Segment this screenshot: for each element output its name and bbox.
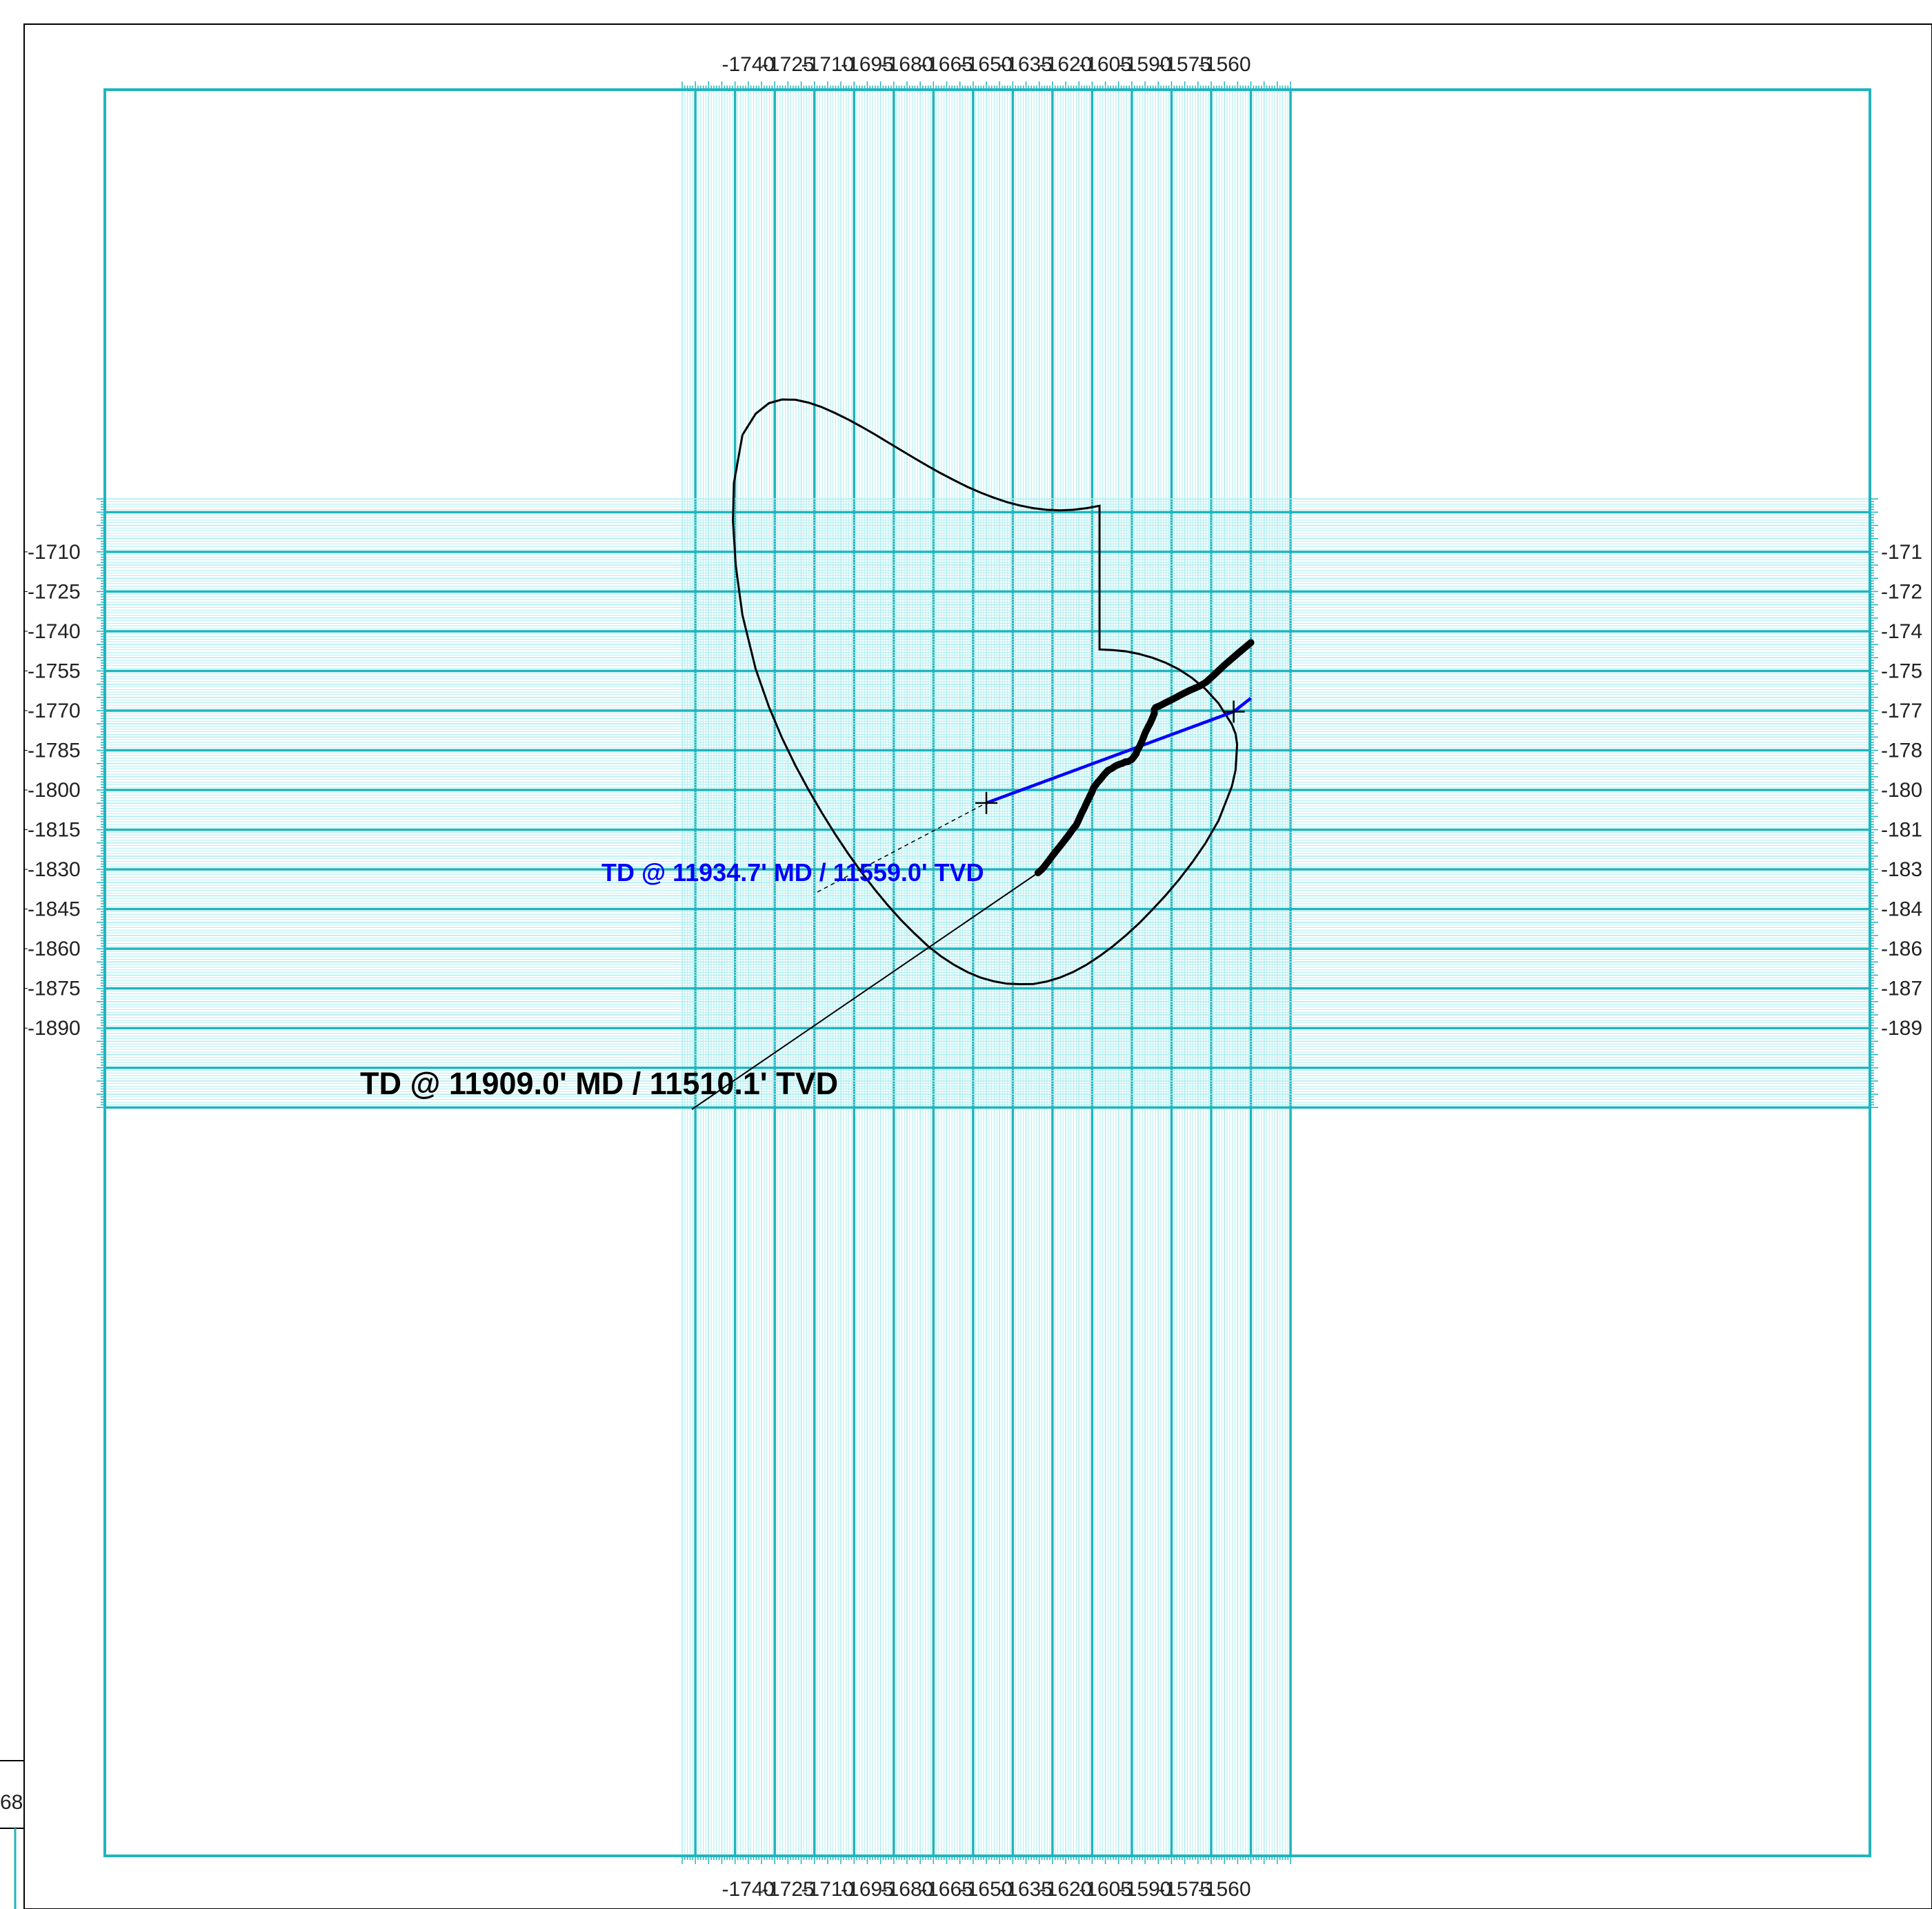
y-tick-label-right: -189 <box>1881 1017 1922 1040</box>
planned-td-annotation: TD @ 11934.7' MD / 11559.0' TVD <box>601 858 984 887</box>
curves <box>732 398 1255 986</box>
x-tick-label-top: -1560 <box>1198 53 1251 76</box>
x-tick-label-top: -1725 <box>761 53 815 76</box>
y-tick-label-left: -1755 <box>28 660 81 682</box>
y-tick-label-right: -187 <box>1881 978 1922 1000</box>
x-tick-label-bottom: -1620 <box>1039 1878 1093 1901</box>
x-tick-label-bottom: -1560 <box>1198 1878 1251 1901</box>
y-tick-label-right: -172 <box>1881 580 1922 603</box>
x-tick-label-top: -1620 <box>1039 53 1093 76</box>
x-tick-label-bottom: -1710 <box>801 1878 855 1901</box>
y-tick-label-right: -180 <box>1881 779 1922 802</box>
y-tick-label-right: -186 <box>1881 938 1922 960</box>
x-tick-label-bottom: -1605 <box>1079 1878 1132 1901</box>
x-tick-label-top: -1635 <box>999 53 1053 76</box>
intercept-cross-marker <box>1222 700 1245 723</box>
y-tick-label-right: -177 <box>1881 700 1922 722</box>
y-tick-label-left: -1770 <box>28 700 81 722</box>
x-tick-label-bottom: -1725 <box>761 1878 815 1901</box>
grid <box>105 90 1870 1856</box>
x-tick-label-bottom: -1740 <box>721 1878 775 1901</box>
y-tick-label-left: -1800 <box>28 779 81 802</box>
x-tick-label-top: -1590 <box>1119 53 1172 76</box>
x-tick-label-top: -1665 <box>920 53 973 76</box>
y-tick-label-right: -181 <box>1881 819 1922 842</box>
y-tick-label-left: -1740 <box>28 620 81 643</box>
x-tick-label-bottom: -1665 <box>920 1878 973 1901</box>
y-tick-label-right: -171 <box>1881 541 1922 564</box>
uncertainty-ellipse <box>732 398 1239 986</box>
x-tick-label-bottom: -1695 <box>841 1878 894 1901</box>
x-tick-label-bottom: -1680 <box>881 1878 934 1901</box>
stray-label-box: 68 <box>0 1760 24 1909</box>
y-tick-label-left: -1845 <box>28 898 81 921</box>
y-tick-label-right: -175 <box>1881 660 1922 682</box>
x-tick-label-top: -1605 <box>1079 53 1132 76</box>
y-tick-label-left: -1815 <box>28 819 81 842</box>
page-border <box>23 23 1932 1909</box>
y-tick-label-left: -1830 <box>28 858 81 881</box>
y-tick-label-left: -1875 <box>28 978 81 1000</box>
stray-label: 68 <box>0 1791 23 1814</box>
x-tick-label-top: -1680 <box>881 53 934 76</box>
annotations: TD @ 11909.0' MD / 11510.1' TVD TD @ 119… <box>360 802 1039 1110</box>
y-tick-label-right: -174 <box>1881 620 1922 643</box>
x-tick-label-bottom: -1575 <box>1158 1878 1211 1901</box>
x-tick-label-bottom: -1650 <box>960 1878 1013 1901</box>
planned-td-leader-line <box>817 802 987 893</box>
x-tick-label-top: -1740 <box>721 53 775 76</box>
y-tick-label-right: -178 <box>1881 740 1922 762</box>
y-tick-label-right: -183 <box>1881 858 1922 881</box>
x-tick-label-bottom: -1635 <box>999 1878 1053 1901</box>
axes: -1740-1740-1725-1725-1710-1710-1695-1695… <box>24 53 1922 1901</box>
y-tick-label-left: -1710 <box>28 541 81 564</box>
actual-td-annotation: TD @ 11909.0' MD / 11510.1' TVD <box>360 1066 838 1101</box>
y-tick-label-right: -184 <box>1881 898 1922 921</box>
x-tick-label-top: -1710 <box>801 53 855 76</box>
x-tick-label-top: -1575 <box>1158 53 1211 76</box>
x-tick-label-bottom: -1590 <box>1119 1878 1172 1901</box>
x-tick-label-top: -1695 <box>841 53 894 76</box>
y-tick-label-left: -1785 <box>28 740 81 762</box>
actual-wellpath-line <box>1034 639 1255 877</box>
y-tick-label-left: -1725 <box>28 580 81 603</box>
x-tick-label-top: -1650 <box>960 53 1013 76</box>
y-tick-label-left: -1860 <box>28 938 81 960</box>
actual-td-leader-line <box>691 872 1039 1110</box>
y-tick-label-left: -1890 <box>28 1017 81 1040</box>
